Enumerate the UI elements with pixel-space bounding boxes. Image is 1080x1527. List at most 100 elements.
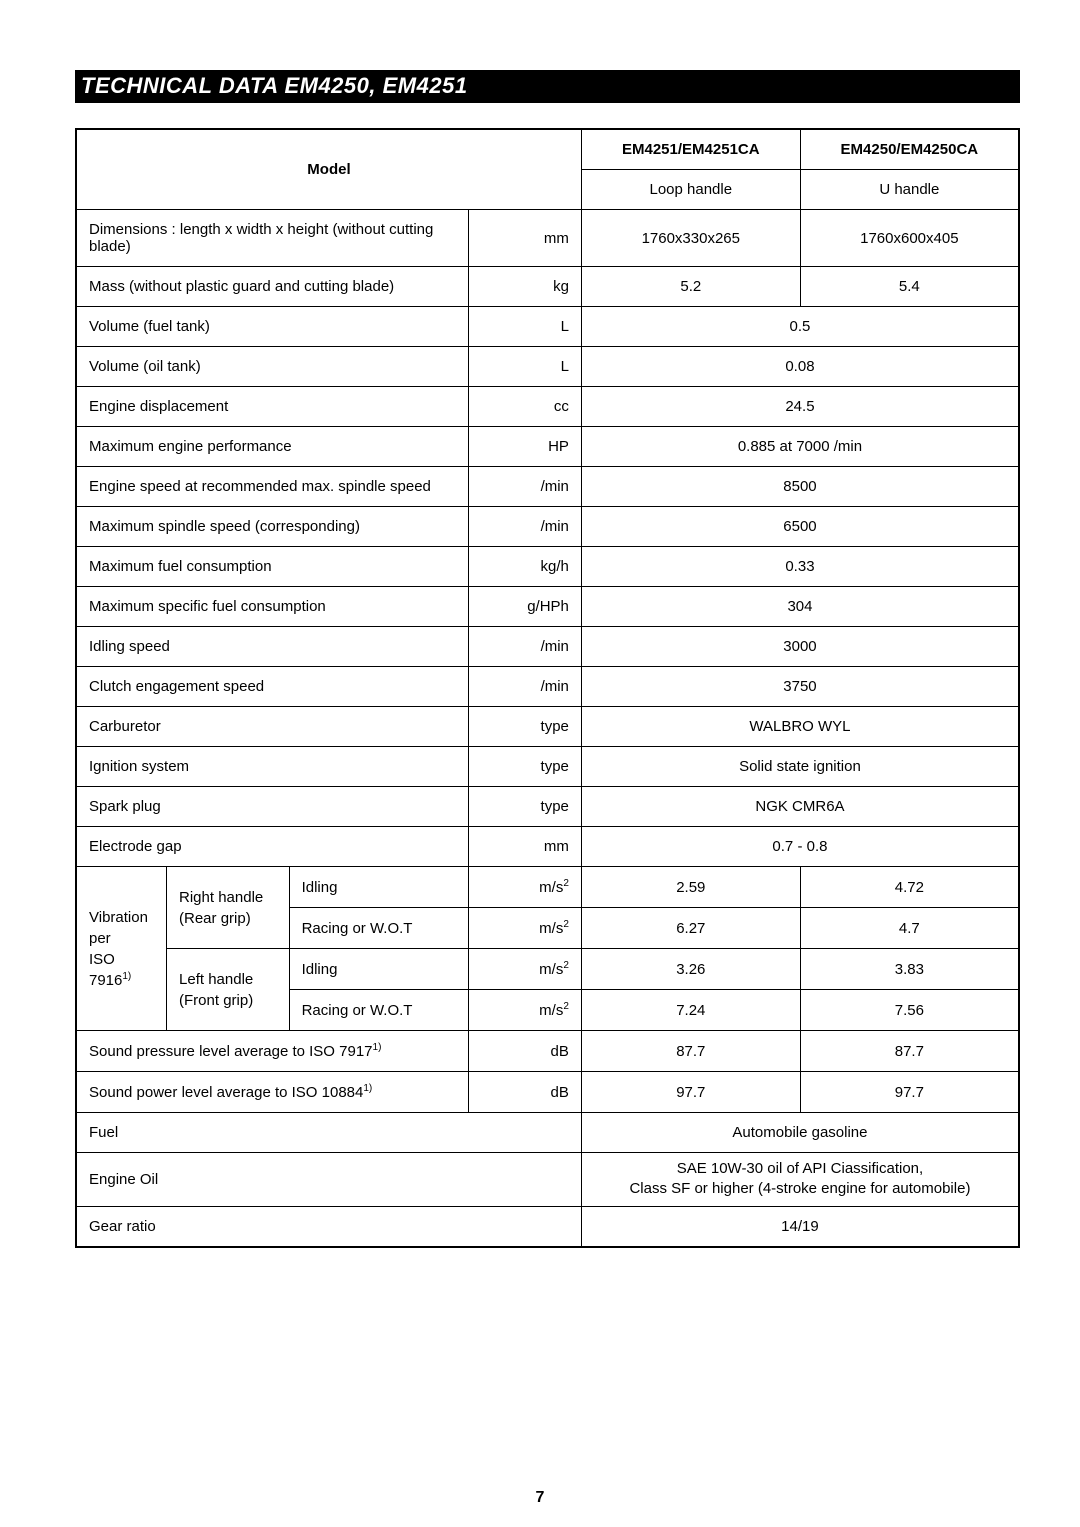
sound-power-v2: 97.7 bbox=[800, 1072, 1019, 1113]
sound-power-v1: 97.7 bbox=[581, 1072, 800, 1113]
ignition-label: Ignition system bbox=[76, 747, 468, 787]
rh-racing-v1: 6.27 bbox=[581, 908, 800, 949]
section-title: TECHNICAL DATA EM4250, EM4251 bbox=[75, 70, 1020, 103]
header-row-1: Model EM4251/EM4251CA EM4250/EM4250CA bbox=[76, 129, 1019, 170]
row-gear-ratio: Gear ratio 14/19 bbox=[76, 1206, 1019, 1247]
col-header-1: EM4251/EM4251CA bbox=[581, 129, 800, 170]
lh-idling-unit: m/s2 bbox=[468, 949, 581, 990]
vibration-label: Vibration per ISO 79161) bbox=[76, 867, 167, 1031]
row-spark: Spark plug type NGK CMR6A bbox=[76, 787, 1019, 827]
sound-power-unit: dB bbox=[468, 1072, 581, 1113]
engine-disp-label: Engine displacement bbox=[76, 387, 468, 427]
electrode-label: Electrode gap bbox=[76, 827, 468, 867]
lh-racing-v1: 7.24 bbox=[581, 990, 800, 1031]
engine-disp-unit: cc bbox=[468, 387, 581, 427]
carburetor-label: Carburetor bbox=[76, 707, 468, 747]
max-spec-fuel-value: 304 bbox=[581, 587, 1019, 627]
row-clutch: Clutch engagement speed /min 3750 bbox=[76, 667, 1019, 707]
mass-v2: 5.4 bbox=[800, 267, 1019, 307]
row-max-perf: Maximum engine performance HP 0.885 at 7… bbox=[76, 427, 1019, 467]
row-max-fuel: Maximum fuel consumption kg/h 0.33 bbox=[76, 547, 1019, 587]
mass-v1: 5.2 bbox=[581, 267, 800, 307]
sound-power-label: Sound power level average to ISO 108841) bbox=[76, 1072, 468, 1113]
sound-pressure-label: Sound pressure level average to ISO 7917… bbox=[76, 1031, 468, 1072]
volume-fuel-value: 0.5 bbox=[581, 307, 1019, 347]
row-volume-oil: Volume (oil tank) L 0.08 bbox=[76, 347, 1019, 387]
dimensions-v1: 1760x330x265 bbox=[581, 210, 800, 267]
row-engine-oil: Engine Oil SAE 10W-30 oil of API Ciassif… bbox=[76, 1153, 1019, 1207]
dimensions-unit: mm bbox=[468, 210, 581, 267]
engine-speed-label: Engine speed at recommended max. spindle… bbox=[76, 467, 468, 507]
mass-label: Mass (without plastic guard and cutting … bbox=[76, 267, 468, 307]
lh-racing-v2: 7.56 bbox=[800, 990, 1019, 1031]
lh-racing-unit: m/s2 bbox=[468, 990, 581, 1031]
max-fuel-value: 0.33 bbox=[581, 547, 1019, 587]
rh-idling-unit: m/s2 bbox=[468, 867, 581, 908]
sound-pressure-v2: 87.7 bbox=[800, 1031, 1019, 1072]
max-spindle-value: 6500 bbox=[581, 507, 1019, 547]
gear-ratio-label: Gear ratio bbox=[76, 1206, 581, 1247]
clutch-label: Clutch engagement speed bbox=[76, 667, 468, 707]
dimensions-label: Dimensions : length x width x height (wi… bbox=[76, 210, 468, 267]
volume-fuel-label: Volume (fuel tank) bbox=[76, 307, 468, 347]
right-handle-label: Right handle (Rear grip) bbox=[167, 867, 290, 949]
ignition-unit: type bbox=[468, 747, 581, 787]
col-header-2: EM4250/EM4250CA bbox=[800, 129, 1019, 170]
max-fuel-label: Maximum fuel consumption bbox=[76, 547, 468, 587]
sound-pressure-v1: 87.7 bbox=[581, 1031, 800, 1072]
row-carburetor: Carburetor type WALBRO WYL bbox=[76, 707, 1019, 747]
volume-oil-unit: L bbox=[468, 347, 581, 387]
engine-disp-value: 24.5 bbox=[581, 387, 1019, 427]
max-spec-fuel-label: Maximum specific fuel consumption bbox=[76, 587, 468, 627]
row-ignition: Ignition system type Solid state ignitio… bbox=[76, 747, 1019, 787]
mass-unit: kg bbox=[468, 267, 581, 307]
rh-racing-v2: 4.7 bbox=[800, 908, 1019, 949]
max-spindle-label: Maximum spindle speed (corresponding) bbox=[76, 507, 468, 547]
spark-label: Spark plug bbox=[76, 787, 468, 827]
carburetor-value: WALBRO WYL bbox=[581, 707, 1019, 747]
row-dimensions: Dimensions : length x width x height (wi… bbox=[76, 210, 1019, 267]
model-header: Model bbox=[76, 129, 581, 210]
lh-idling-v2: 3.83 bbox=[800, 949, 1019, 990]
row-vib-lh-idling: Left handle (Front grip) Idling m/s2 3.2… bbox=[76, 949, 1019, 990]
max-fuel-unit: kg/h bbox=[468, 547, 581, 587]
volume-fuel-unit: L bbox=[468, 307, 581, 347]
rh-racing-label: Racing or W.O.T bbox=[289, 908, 468, 949]
lh-idling-label: Idling bbox=[289, 949, 468, 990]
row-max-spec-fuel: Maximum specific fuel consumption g/HPh … bbox=[76, 587, 1019, 627]
max-perf-unit: HP bbox=[468, 427, 581, 467]
row-volume-fuel: Volume (fuel tank) L 0.5 bbox=[76, 307, 1019, 347]
lh-idling-v1: 3.26 bbox=[581, 949, 800, 990]
row-max-spindle: Maximum spindle speed (corresponding) /m… bbox=[76, 507, 1019, 547]
carburetor-unit: type bbox=[468, 707, 581, 747]
engine-oil-label: Engine Oil bbox=[76, 1153, 581, 1207]
sound-pressure-unit: dB bbox=[468, 1031, 581, 1072]
max-perf-label: Maximum engine performance bbox=[76, 427, 468, 467]
row-sound-power: Sound power level average to ISO 108841)… bbox=[76, 1072, 1019, 1113]
idling-speed-value: 3000 bbox=[581, 627, 1019, 667]
volume-oil-value: 0.08 bbox=[581, 347, 1019, 387]
volume-oil-label: Volume (oil tank) bbox=[76, 347, 468, 387]
dimensions-v2: 1760x600x405 bbox=[800, 210, 1019, 267]
left-handle-label: Left handle (Front grip) bbox=[167, 949, 290, 1031]
idling-speed-unit: /min bbox=[468, 627, 581, 667]
row-sound-pressure: Sound pressure level average to ISO 7917… bbox=[76, 1031, 1019, 1072]
gear-ratio-value: 14/19 bbox=[581, 1206, 1019, 1247]
spec-table: Model EM4251/EM4251CA EM4250/EM4250CA Lo… bbox=[75, 128, 1020, 1248]
lh-racing-label: Racing or W.O.T bbox=[289, 990, 468, 1031]
spark-unit: type bbox=[468, 787, 581, 827]
row-engine-disp: Engine displacement cc 24.5 bbox=[76, 387, 1019, 427]
max-perf-value: 0.885 at 7000 /min bbox=[581, 427, 1019, 467]
rh-racing-unit: m/s2 bbox=[468, 908, 581, 949]
engine-speed-value: 8500 bbox=[581, 467, 1019, 507]
row-electrode: Electrode gap mm 0.7 - 0.8 bbox=[76, 827, 1019, 867]
handle-type-1: Loop handle bbox=[581, 170, 800, 210]
electrode-value: 0.7 - 0.8 bbox=[581, 827, 1019, 867]
engine-oil-value: SAE 10W-30 oil of API Ciassification, Cl… bbox=[581, 1153, 1019, 1207]
fuel-value: Automobile gasoline bbox=[581, 1113, 1019, 1153]
row-vib-rh-idling: Vibration per ISO 79161) Right handle (R… bbox=[76, 867, 1019, 908]
row-engine-speed: Engine speed at recommended max. spindle… bbox=[76, 467, 1019, 507]
clutch-unit: /min bbox=[468, 667, 581, 707]
row-idling-speed: Idling speed /min 3000 bbox=[76, 627, 1019, 667]
electrode-unit: mm bbox=[468, 827, 581, 867]
